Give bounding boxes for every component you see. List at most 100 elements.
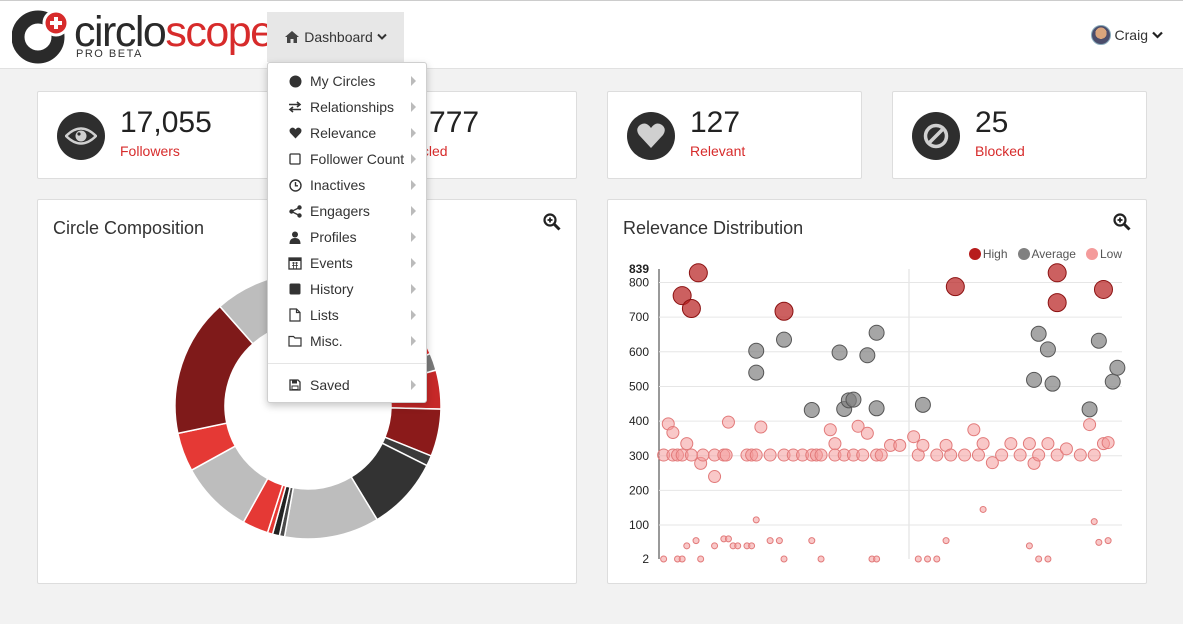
scatter-point-low[interactable] — [942, 537, 950, 545]
menu-item-profiles[interactable]: Profiles — [268, 224, 426, 250]
scatter-point-average[interactable] — [776, 331, 793, 348]
menu-item-relationships[interactable]: Relationships — [268, 94, 426, 120]
scatter-point-low[interactable] — [666, 426, 680, 440]
legend-item-low[interactable]: Low — [1085, 247, 1122, 261]
scatter-point-high[interactable] — [681, 298, 701, 318]
scatter-point-low[interactable] — [979, 505, 987, 513]
scatter-point-low[interactable] — [856, 448, 870, 462]
legend-item-average[interactable]: Average — [1017, 247, 1076, 261]
dashboard-menu-button[interactable]: Dashboard — [267, 12, 404, 62]
scatter-point-average[interactable] — [1081, 401, 1098, 418]
scatter-point-average[interactable] — [831, 344, 848, 361]
scatter-point-average[interactable] — [748, 342, 765, 359]
scatter-point-low[interactable] — [1059, 442, 1073, 456]
scatter-point-average[interactable] — [1104, 373, 1121, 390]
scatter-point-low[interactable] — [874, 448, 888, 462]
scatter-point-low[interactable] — [780, 555, 788, 563]
scatter-point-low[interactable] — [1035, 555, 1043, 563]
scatter-point-average[interactable] — [1109, 359, 1126, 376]
menu-item-saved[interactable]: Saved — [268, 372, 426, 398]
scatter-point-low[interactable] — [1022, 437, 1036, 451]
scatter-point-low[interactable] — [766, 537, 774, 545]
scatter-point-low[interactable] — [851, 419, 865, 433]
menu-item-misc[interactable]: Misc. — [268, 328, 426, 354]
scatter-point-high[interactable] — [672, 286, 692, 306]
scatter-point-low[interactable] — [1104, 537, 1112, 545]
scatter-point-low[interactable] — [696, 448, 710, 462]
scatter-point-high[interactable] — [774, 301, 794, 321]
scatter-point-low[interactable] — [697, 555, 705, 563]
zoom-in-icon[interactable] — [543, 213, 561, 231]
scatter-point-low[interactable] — [971, 448, 985, 462]
scatter-point-low[interactable] — [711, 542, 719, 550]
scatter-point-low[interactable] — [1073, 448, 1087, 462]
scatter-point-high[interactable] — [1093, 279, 1113, 299]
scatter-point-average[interactable] — [1039, 341, 1056, 358]
scatter-point-low[interactable] — [924, 555, 932, 563]
menu-item-engagers[interactable]: Engagers — [268, 198, 426, 224]
legend-item-high[interactable]: High — [968, 247, 1008, 261]
menu-item-events[interactable]: Events — [268, 250, 426, 276]
scatter-point-average[interactable] — [845, 391, 862, 408]
circloscope-logo[interactable]: circloscope PRO BETA — [12, 7, 274, 64]
user-menu[interactable]: Craig — [1090, 25, 1163, 45]
scatter-point-high[interactable] — [1047, 263, 1067, 283]
scatter-point-low[interactable] — [873, 555, 881, 563]
scatter-point-low[interactable] — [944, 448, 958, 462]
scatter-point-low[interactable] — [721, 415, 735, 429]
scatter-point-low[interactable] — [1087, 448, 1101, 462]
scatter-point-average[interactable] — [1026, 371, 1043, 388]
scatter-point-low[interactable] — [814, 448, 828, 462]
scatter-point-low[interactable] — [749, 448, 763, 462]
scatter-point-average[interactable] — [1030, 325, 1047, 342]
scatter-point-low[interactable] — [1101, 436, 1115, 450]
scatter-point-low[interactable] — [907, 430, 921, 444]
scatter-point-low[interactable] — [1083, 418, 1097, 432]
scatter-point-low[interactable] — [1025, 542, 1033, 550]
scatter-point-low[interactable] — [684, 448, 698, 462]
scatter-point-high[interactable] — [688, 263, 708, 283]
scatter-point-average[interactable] — [803, 402, 820, 419]
scatter-point-low[interactable] — [958, 448, 972, 462]
scatter-point-low[interactable] — [967, 423, 981, 437]
scatter-point-low[interactable] — [995, 448, 1009, 462]
scatter-point-low[interactable] — [1041, 437, 1055, 451]
menu-item-follower-count[interactable]: Follower Count — [268, 146, 426, 172]
scatter-point-low[interactable] — [1044, 555, 1052, 563]
scatter-point-low[interactable] — [930, 448, 944, 462]
scatter-point-average[interactable] — [868, 324, 885, 341]
scatter-point-low[interactable] — [775, 537, 783, 545]
scatter-point-average[interactable] — [914, 396, 931, 413]
scatter-point-low[interactable] — [754, 420, 768, 434]
scatter-point-low[interactable] — [752, 516, 760, 524]
scatter-point-low[interactable] — [808, 537, 816, 545]
scatter-point-low[interactable] — [817, 555, 825, 563]
scatter-point-low[interactable] — [1095, 538, 1103, 546]
scatter-point-low[interactable] — [933, 555, 941, 563]
scatter-point-low[interactable] — [1050, 448, 1064, 462]
scatter-point-low[interactable] — [724, 535, 732, 543]
scatter-point-low[interactable] — [748, 542, 756, 550]
scatter-point-low[interactable] — [683, 542, 691, 550]
scatter-point-average[interactable] — [1044, 375, 1061, 392]
scatter-point-low[interactable] — [823, 423, 837, 437]
scatter-point-low[interactable] — [916, 438, 930, 452]
scatter-point-low[interactable] — [692, 537, 700, 545]
scatter-point-low[interactable] — [985, 456, 999, 470]
scatter-point-low[interactable] — [680, 437, 694, 451]
menu-item-history[interactable]: History — [268, 276, 426, 302]
scatter-point-low[interactable] — [893, 438, 907, 452]
scatter-point-low[interactable] — [914, 555, 922, 563]
scatter-point-low[interactable] — [1090, 518, 1098, 526]
menu-item-inactives[interactable]: Inactives — [268, 172, 426, 198]
scatter-point-low[interactable] — [976, 437, 990, 451]
zoom-in-icon[interactable] — [1113, 213, 1131, 231]
scatter-point-low[interactable] — [1004, 437, 1018, 451]
menu-item-relevance[interactable]: Relevance — [268, 120, 426, 146]
scatter-point-average[interactable] — [748, 364, 765, 381]
scatter-point-low[interactable] — [828, 437, 842, 451]
scatter-point-high[interactable] — [1047, 293, 1067, 313]
scatter-point-average[interactable] — [868, 400, 885, 417]
scatter-point-average[interactable] — [859, 347, 876, 364]
